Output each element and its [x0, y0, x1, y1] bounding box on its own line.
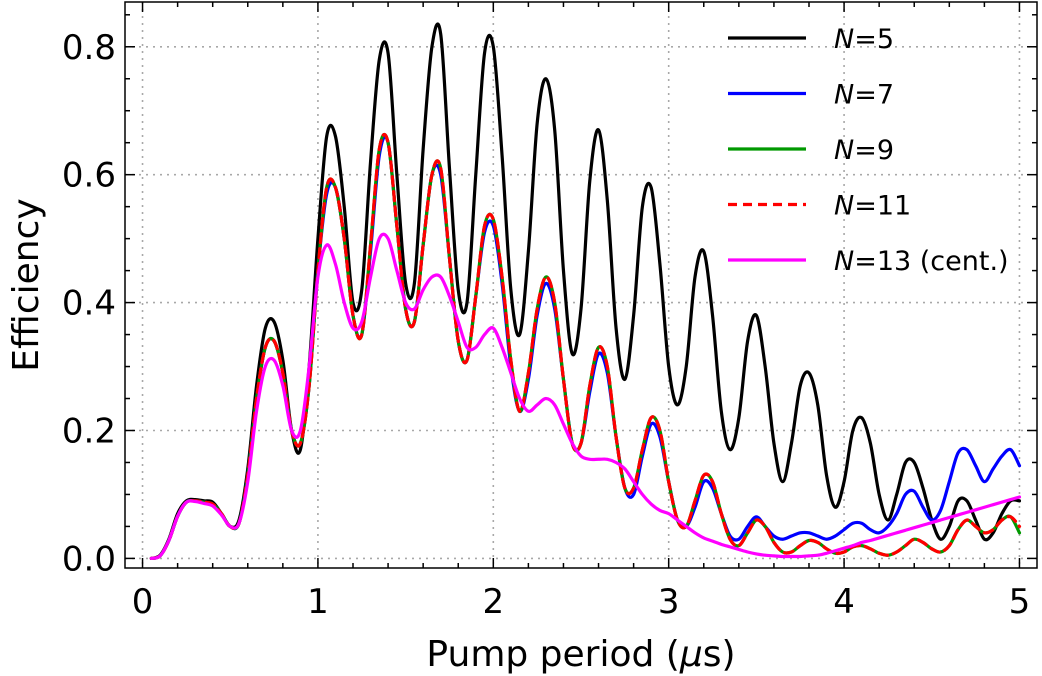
x-tick-label: 2	[482, 582, 504, 622]
legend-label: N=5	[834, 24, 894, 55]
series-lines	[149, 22, 1022, 561]
axis-ticks: 0 1 2 3 4 5 0.0 0.2 0.4 0.6 0.8	[62, 2, 1037, 622]
legend-label: N=9	[834, 135, 894, 166]
x-axis-label: Pump period (μs)	[426, 634, 735, 675]
x-axis-label-unit: s)	[703, 634, 736, 675]
legend-label: N=7	[834, 80, 894, 111]
x-tick-label: 3	[658, 582, 680, 622]
y-axis-label: Efficiency	[6, 198, 47, 371]
y-tick-label: 0.4	[62, 284, 116, 324]
x-tick-label: 5	[1009, 582, 1031, 622]
y-tick-label: 0.8	[62, 28, 116, 68]
y-tick-label: 0.6	[62, 156, 116, 196]
x-axis-label-mu: μ	[679, 634, 703, 675]
legend-label: N=13 (cent.)	[834, 246, 1009, 277]
series-line-n13	[149, 232, 1022, 561]
y-tick-label: 0.0	[62, 539, 116, 579]
x-tick-label: 0	[132, 582, 154, 622]
x-tick-label: 4	[833, 582, 855, 622]
y-tick-label: 0.2	[62, 411, 116, 451]
x-axis-label-text: Pump period (	[426, 634, 679, 675]
legend: N=5 N=7 N=9 N=11 N=13 (cent.)	[728, 24, 1009, 277]
legend-label: N=11	[834, 191, 911, 222]
x-tick-label: 1	[307, 582, 329, 622]
plot-frame	[124, 1, 1038, 569]
